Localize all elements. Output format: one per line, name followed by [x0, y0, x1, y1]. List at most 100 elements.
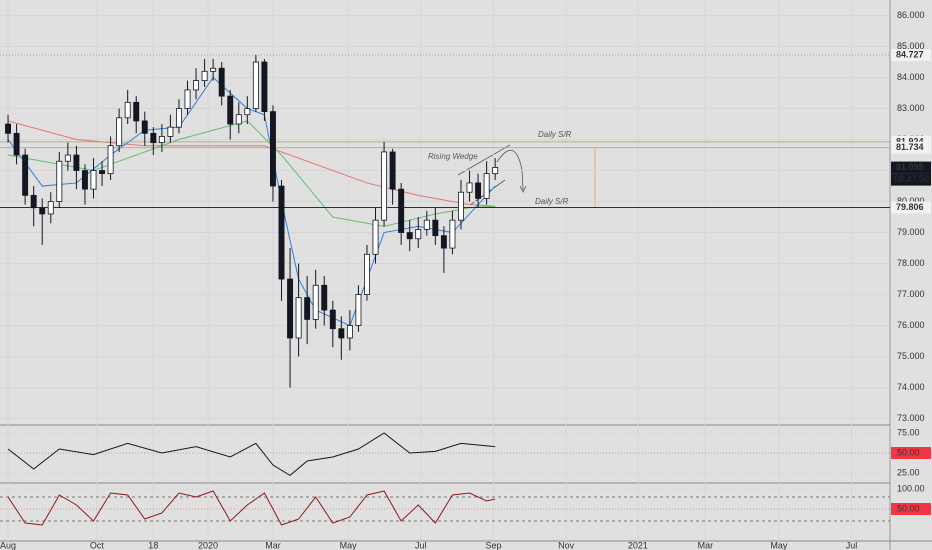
candle-body: [389, 151, 396, 190]
candle-body: [287, 278, 294, 339]
candle-body: [124, 101, 131, 119]
candle-body: [270, 111, 276, 187]
arrow-head: [519, 185, 527, 193]
candle-body: [244, 108, 251, 116]
candle-body: [449, 219, 456, 249]
y-tick-label: 80.000: [897, 196, 925, 206]
candle-body: [440, 235, 447, 249]
x-tick-label: May: [770, 540, 788, 550]
y-tick-label: 76.000: [897, 320, 925, 330]
rsi-line: [7, 432, 496, 477]
candle-body: [64, 154, 71, 162]
x-tick-label: 18: [148, 540, 158, 550]
tick-highlight: [891, 447, 931, 459]
candle-body: [5, 123, 11, 134]
candle-body: [133, 101, 140, 122]
y-tick-label: 84.000: [897, 72, 925, 82]
x-tick-label: 2020: [198, 540, 218, 550]
y-tick-label: 86.000: [897, 10, 925, 20]
candle-body: [218, 67, 225, 97]
price-label: 79.806: [896, 202, 924, 212]
candle-body: [22, 154, 29, 196]
candle-body: [116, 117, 123, 147]
candle-body: [338, 328, 345, 339]
projection-arrow: [496, 150, 524, 191]
candle-body: [415, 229, 422, 240]
annotation: Rising Wedge: [428, 152, 478, 161]
candle-body: [295, 297, 302, 339]
y-tick-label: 77.000: [897, 289, 925, 299]
x-tick-label: May: [340, 540, 358, 550]
price-label: 81.924: [896, 136, 924, 146]
candle-body: [47, 201, 54, 215]
x-tick-label: Jul: [846, 540, 858, 550]
candle-body: [372, 219, 379, 255]
candle-body: [99, 170, 106, 175]
stoch-line: [7, 490, 496, 526]
candle-body: [406, 232, 413, 240]
candle-body: [90, 170, 97, 190]
y-tick-label: 83.000: [897, 103, 925, 113]
price-label: 81.095: [896, 162, 924, 172]
price-label: 84.727: [896, 49, 924, 59]
candle-body: [381, 151, 388, 221]
y-tick-label: 100.00: [897, 483, 925, 493]
candle-body: [278, 185, 285, 280]
x-tick-label: Jul: [415, 540, 427, 550]
y-tick-label: 73.000: [897, 413, 925, 423]
candle-body: [432, 219, 439, 237]
x-tick-label: Aug: [0, 540, 16, 550]
y-tick-label: 74.000: [897, 382, 925, 392]
y-tick-label: 75.000: [897, 351, 925, 361]
candle-body: [158, 136, 165, 144]
candle-body: [167, 126, 174, 137]
candle-body: [355, 294, 362, 326]
candle-body: [312, 284, 319, 320]
y-tick-label: 50.00: [897, 447, 920, 457]
annotation: Daily S/R: [535, 197, 569, 206]
candle-body: [346, 325, 353, 339]
candle-body: [56, 160, 63, 202]
candle-body: [398, 188, 405, 233]
price-label-box: [891, 48, 931, 61]
y-tick-label: 75.00: [897, 427, 920, 437]
wedge-line: [457, 144, 511, 176]
candle-body: [175, 108, 182, 128]
x-tick-label: 2021: [628, 540, 648, 550]
countdown-box: [891, 173, 931, 186]
x-tick-label: Oct: [90, 540, 105, 550]
x-tick-label: Mar: [265, 540, 281, 550]
countdown: 08:47:50: [894, 174, 929, 184]
candle-body: [184, 89, 191, 109]
candle-body: [475, 182, 482, 199]
tick-highlight: [891, 503, 931, 515]
x-tick-label: Sep: [485, 540, 501, 550]
candle-body: [483, 173, 490, 199]
candle-body: [13, 132, 20, 156]
candle-body: [81, 170, 88, 190]
candle-body: [235, 114, 242, 125]
y-tick-label: 79.000: [897, 227, 925, 237]
candle-body: [329, 309, 336, 330]
candle-body: [39, 207, 46, 215]
candle-body: [252, 61, 259, 109]
candle-body: [321, 284, 328, 311]
candle-body: [30, 194, 37, 209]
price-label: 81.734: [896, 142, 924, 152]
candle-body: [423, 219, 430, 230]
y-tick-label: 85.000: [897, 41, 925, 51]
candle-body: [193, 80, 200, 91]
candle-body: [492, 167, 499, 175]
x-tick-label: Mar: [698, 540, 714, 550]
annotation: Daily S/R: [538, 130, 572, 139]
y-tick-label: 25.00: [897, 467, 920, 477]
price-label-box: [891, 161, 931, 174]
candle-body: [304, 297, 311, 320]
candle-body: [466, 182, 473, 193]
price-label-box: [891, 201, 931, 214]
candle-body: [458, 191, 464, 221]
candle-body: [227, 95, 234, 125]
candle-body: [364, 253, 370, 295]
